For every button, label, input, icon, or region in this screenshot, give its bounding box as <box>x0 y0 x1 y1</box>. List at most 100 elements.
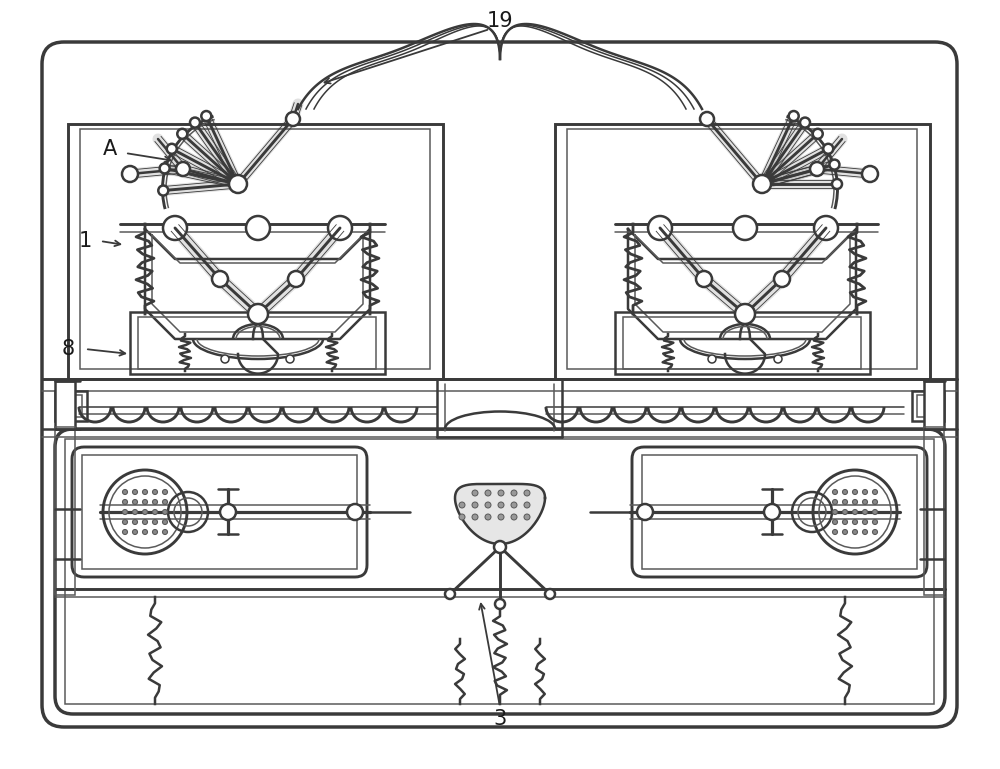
Circle shape <box>823 144 833 154</box>
Circle shape <box>160 163 170 173</box>
Bar <box>55 381 75 429</box>
Circle shape <box>177 129 187 139</box>
Circle shape <box>842 520 848 524</box>
Circle shape <box>872 510 878 514</box>
Circle shape <box>152 520 158 524</box>
Circle shape <box>637 504 653 520</box>
Circle shape <box>545 589 555 599</box>
Text: 3: 3 <box>493 709 507 729</box>
Circle shape <box>862 520 868 524</box>
Circle shape <box>498 502 504 508</box>
Bar <box>55 427 75 595</box>
Circle shape <box>132 530 138 534</box>
Bar <box>912 391 944 421</box>
Circle shape <box>485 514 491 520</box>
Bar <box>138 317 376 369</box>
Circle shape <box>328 216 352 240</box>
Circle shape <box>167 144 177 154</box>
Circle shape <box>495 599 505 609</box>
Circle shape <box>862 510 868 514</box>
Circle shape <box>810 162 824 176</box>
Circle shape <box>832 179 842 189</box>
Circle shape <box>286 112 300 126</box>
Circle shape <box>511 514 517 520</box>
Circle shape <box>152 500 158 504</box>
Bar <box>917 395 939 417</box>
Circle shape <box>143 510 148 514</box>
Circle shape <box>143 490 148 494</box>
Circle shape <box>852 520 858 524</box>
Circle shape <box>152 490 158 494</box>
Circle shape <box>162 500 168 504</box>
Circle shape <box>132 520 138 524</box>
Circle shape <box>842 500 848 504</box>
Circle shape <box>872 520 878 524</box>
Circle shape <box>288 271 304 287</box>
Bar <box>555 124 930 379</box>
Circle shape <box>829 160 839 170</box>
Circle shape <box>132 490 138 494</box>
Circle shape <box>143 500 148 504</box>
Circle shape <box>162 520 168 524</box>
Circle shape <box>221 355 229 363</box>
Circle shape <box>152 510 158 514</box>
Bar <box>55 391 87 421</box>
Circle shape <box>842 490 848 494</box>
Circle shape <box>248 304 268 324</box>
Polygon shape <box>455 484 545 544</box>
Circle shape <box>286 355 294 363</box>
Circle shape <box>862 490 868 494</box>
Circle shape <box>472 514 478 520</box>
Bar <box>642 455 917 569</box>
Circle shape <box>852 510 858 514</box>
Circle shape <box>158 185 168 195</box>
Circle shape <box>524 502 530 508</box>
Circle shape <box>122 520 128 524</box>
Circle shape <box>774 271 790 287</box>
Circle shape <box>708 355 716 363</box>
Circle shape <box>832 490 838 494</box>
Circle shape <box>498 490 504 496</box>
Bar <box>130 312 385 374</box>
Bar <box>615 312 870 374</box>
Bar <box>68 124 443 379</box>
Circle shape <box>132 500 138 504</box>
Circle shape <box>143 520 148 524</box>
Circle shape <box>733 216 757 240</box>
Circle shape <box>862 166 878 182</box>
Circle shape <box>753 175 771 193</box>
Circle shape <box>212 271 228 287</box>
Circle shape <box>459 502 465 508</box>
Circle shape <box>229 175 247 193</box>
Circle shape <box>872 530 878 534</box>
Circle shape <box>862 530 868 534</box>
Circle shape <box>511 502 517 508</box>
Circle shape <box>832 530 838 534</box>
Circle shape <box>524 514 530 520</box>
Circle shape <box>122 500 128 504</box>
Circle shape <box>152 530 158 534</box>
Circle shape <box>842 530 848 534</box>
Circle shape <box>852 500 858 504</box>
Circle shape <box>700 112 714 126</box>
Bar <box>82 455 357 569</box>
Circle shape <box>162 530 168 534</box>
Circle shape <box>122 530 128 534</box>
Bar <box>60 395 82 417</box>
Circle shape <box>852 490 858 494</box>
Circle shape <box>814 216 838 240</box>
Circle shape <box>143 530 148 534</box>
Circle shape <box>162 490 168 494</box>
Circle shape <box>862 500 868 504</box>
Circle shape <box>511 490 517 496</box>
Circle shape <box>494 541 506 553</box>
Circle shape <box>201 111 211 121</box>
Text: 8: 8 <box>61 339 75 359</box>
Circle shape <box>764 504 780 520</box>
Circle shape <box>472 490 478 496</box>
Circle shape <box>122 490 128 494</box>
Bar <box>623 317 861 369</box>
Circle shape <box>190 118 200 128</box>
Circle shape <box>832 500 838 504</box>
Circle shape <box>842 510 848 514</box>
